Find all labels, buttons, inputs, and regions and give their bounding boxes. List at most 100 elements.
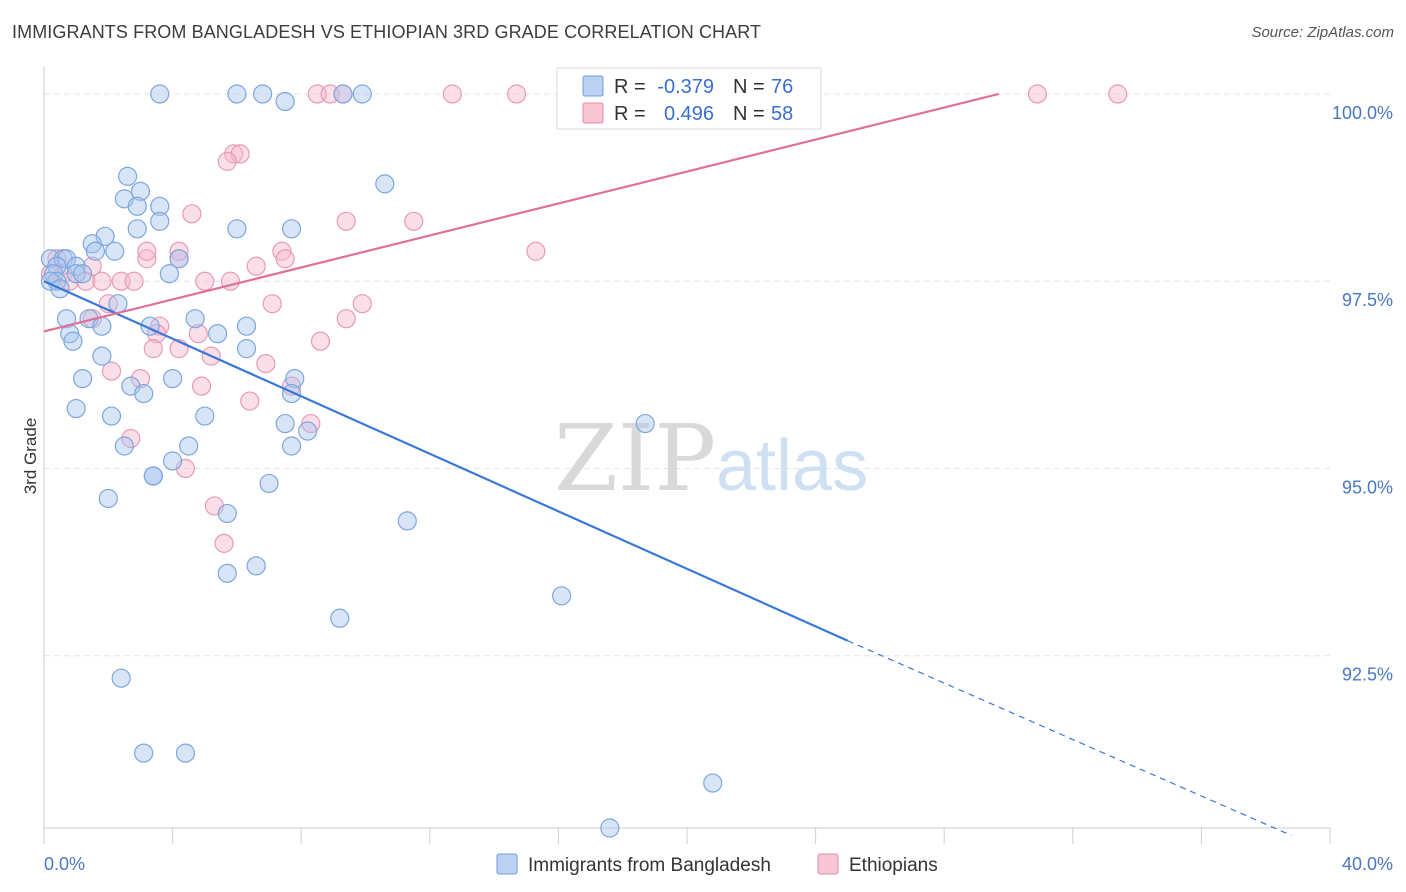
source-label: Source: ZipAtlas.com [1251, 24, 1394, 41]
data-point-ethiopians [352, 294, 372, 314]
data-point-ethiopians [442, 84, 462, 104]
data-point-ethiopians [507, 84, 527, 104]
data-point-ethiopians [526, 241, 546, 261]
data-point-bangladesh [275, 91, 295, 112]
bottom-legend-label-bangladesh: Immigrants from Bangladesh [528, 855, 771, 876]
legend-swatch-bangladesh [582, 75, 604, 97]
data-point-bangladesh [134, 743, 154, 763]
data-point-bangladesh [127, 196, 147, 216]
data-point-bangladesh [134, 383, 154, 404]
data-point-ethiopians [121, 428, 141, 449]
data-point-bangladesh [72, 264, 93, 284]
data-point-ethiopians [224, 144, 244, 164]
data-point-bangladesh [227, 84, 247, 104]
data-point-bangladesh [66, 256, 86, 276]
data-point-bangladesh [85, 241, 106, 261]
trend-lines [43, 92, 1292, 837]
bottom-legend-label-ethiopians: Ethiopians [849, 855, 938, 876]
data-point-bangladesh [703, 773, 723, 793]
data-point-bangladesh [108, 294, 128, 314]
data-point-ethiopians [262, 294, 282, 314]
trend-line-bangladesh [43, 280, 849, 642]
y-tick-label: 92.5% [1342, 665, 1393, 685]
watermark: ZIP atlas [554, 405, 868, 512]
x-tick-label-max: 40.0% [1342, 854, 1393, 874]
bottom-legend-swatch-ethiopians [817, 853, 839, 875]
axes [43, 66, 1331, 844]
data-point-ethiopians [143, 339, 163, 359]
chart-title: IMMIGRANTS FROM BANGLADESH VS ETHIOPIAN … [12, 22, 762, 42]
data-point-bangladesh [56, 249, 77, 269]
data-point-bangladesh [246, 556, 266, 576]
data-point-ethiopians [101, 361, 122, 381]
data-point-bangladesh [635, 413, 655, 434]
y-tick-label: 100.0% [1332, 103, 1393, 123]
data-point-bangladesh [281, 436, 302, 456]
data-point-ethiopians [188, 324, 208, 344]
data-point-ethiopians [256, 354, 276, 374]
data-point-bangladesh [217, 503, 237, 524]
data-point-ethiopians [92, 271, 112, 291]
data-point-bangladesh [66, 398, 86, 419]
data-point-bangladesh [143, 466, 163, 486]
data-point-bangladesh [227, 219, 247, 239]
data-point-bangladesh [163, 451, 183, 471]
data-point-ethiopians [1027, 84, 1048, 104]
data-point-ethiopians [404, 211, 424, 231]
data-point-bangladesh [150, 211, 170, 231]
data-point-bangladesh [253, 84, 273, 104]
data-point-bangladesh [285, 369, 305, 389]
y-axis-label: 3rd Grade [21, 418, 40, 495]
data-point-bangladesh [330, 608, 350, 628]
data-point-bangladesh [333, 84, 353, 104]
data-point-ethiopians [182, 204, 202, 224]
series-bangladesh [40, 84, 723, 838]
data-point-bangladesh [298, 421, 318, 441]
bottom-legend: Immigrants from Bangladesh Ethiopians [496, 853, 938, 876]
data-point-ethiopians [137, 249, 157, 269]
y-tick-label: 97.5% [1342, 290, 1393, 310]
data-point-bangladesh [175, 743, 196, 763]
data-point-bangladesh [117, 166, 138, 186]
data-point-bangladesh [105, 241, 125, 261]
data-point-bangladesh [163, 369, 183, 389]
data-point-bangladesh [236, 316, 257, 336]
data-point-bangladesh [275, 413, 295, 434]
data-point-bangladesh [552, 586, 572, 606]
x-tick-label-min: 0.0% [44, 854, 85, 874]
data-point-ethiopians [137, 241, 157, 261]
data-point-bangladesh [375, 174, 395, 194]
data-point-bangladesh [66, 264, 86, 284]
data-point-bangladesh [92, 316, 112, 336]
data-point-bangladesh [281, 219, 302, 239]
data-point-ethiopians [169, 241, 189, 261]
data-point-bangladesh [150, 84, 170, 104]
data-point-bangladesh [217, 563, 237, 583]
data-point-bangladesh [101, 406, 122, 426]
data-point-ethiopians [195, 271, 215, 291]
data-point-bangladesh [159, 264, 179, 284]
trend-line-bangladesh-extension [847, 640, 1292, 837]
legend-r-label-ethiopians: R = [614, 103, 646, 125]
data-point-ethiopians [217, 151, 237, 171]
data-point-ethiopians [1108, 84, 1128, 104]
data-point-bangladesh [208, 324, 228, 344]
bottom-legend-swatch-bangladesh [496, 853, 518, 875]
data-point-bangladesh [259, 473, 279, 494]
y-tick-label: 95.0% [1342, 477, 1393, 497]
data-point-bangladesh [56, 309, 77, 329]
data-point-bangladesh [150, 196, 170, 216]
data-point-bangladesh [130, 181, 151, 201]
y-tick-labels: 92.5% 95.0% 97.5% 100.0% [1332, 103, 1393, 685]
legend-r-label-bangladesh: R = [614, 76, 646, 98]
data-point-bangladesh [352, 84, 372, 104]
data-point-bangladesh [111, 668, 131, 688]
legend-n-value-ethiopians: 58 [771, 103, 793, 125]
data-point-ethiopians [124, 271, 144, 291]
data-point-bangladesh [98, 488, 118, 509]
legend-n-label-ethiopians: N = [733, 103, 765, 125]
legend-swatch-ethiopians [582, 102, 604, 124]
data-point-bangladesh [127, 219, 147, 239]
grid [44, 93, 1330, 657]
